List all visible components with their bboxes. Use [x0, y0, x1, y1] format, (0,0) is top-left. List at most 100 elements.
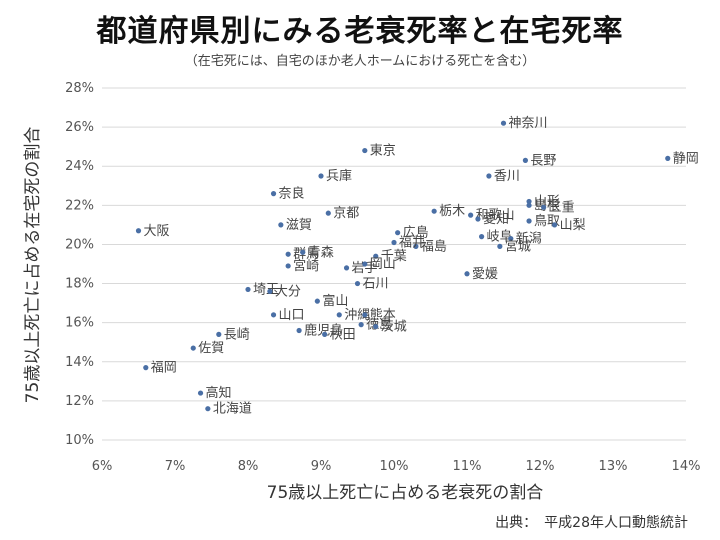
data-point: [278, 222, 284, 228]
point-label: 佐賀: [198, 341, 224, 356]
y-tick-label: 22%: [65, 198, 94, 213]
point-label: 埼玉: [253, 282, 279, 297]
point-label: 北海道: [213, 402, 252, 417]
data-point: [479, 234, 485, 240]
point-label: 栃木: [439, 204, 465, 219]
point-label: 新潟: [516, 231, 542, 247]
y-tick-label: 26%: [65, 120, 94, 135]
y-tick-label: 16%: [65, 316, 94, 331]
data-point: [475, 216, 481, 222]
data-point: [665, 155, 671, 161]
point-label: 福島: [421, 239, 447, 254]
y-tick-label: 12%: [65, 394, 94, 409]
data-point: [190, 345, 196, 351]
point-label: 滋賀: [286, 218, 312, 233]
data-point: [552, 222, 558, 228]
y-tick-label: 24%: [65, 159, 94, 174]
data-point: [395, 230, 401, 236]
point-label: 徳島: [366, 318, 392, 333]
point-label: 東京: [370, 143, 396, 159]
data-point: [526, 218, 532, 224]
point-label: 山口: [279, 308, 305, 323]
y-tick-label: 20%: [65, 237, 94, 252]
point-label: 千葉: [381, 249, 407, 264]
chart-title: 都道府県別にみる老衰死率と在宅死率: [96, 14, 624, 49]
point-label: 香川: [494, 169, 520, 184]
data-point: [497, 243, 503, 249]
data-point: [143, 365, 149, 371]
point-label: 宮崎: [293, 258, 319, 274]
point-label: 高知: [206, 385, 232, 401]
point-label: 福井: [399, 235, 425, 250]
data-point: [373, 323, 379, 330]
data-point: [431, 208, 437, 214]
point-label: 神奈川: [509, 116, 548, 131]
point-label: 岡山: [370, 257, 396, 272]
point-label: 秋田: [330, 327, 356, 342]
point-label: 熊本: [370, 307, 396, 323]
y-axis-label: 75歳以上死亡に占める在宅死の割合: [23, 127, 43, 404]
x-tick-label: 11%: [453, 459, 482, 474]
point-label: 兵庫: [326, 169, 352, 184]
data-point: [245, 286, 251, 293]
source-note: 出典： 平成28年人口動態統計: [495, 515, 688, 531]
data-point: [300, 249, 306, 255]
x-tick-label: 10%: [380, 459, 409, 474]
point-label: 岩手: [352, 261, 378, 276]
point-label: 愛知: [483, 211, 509, 227]
point-label: 富山: [322, 293, 348, 309]
x-tick-label: 8%: [238, 459, 259, 474]
data-point: [522, 157, 529, 163]
data-point: [270, 191, 277, 197]
point-label: 山形: [534, 194, 560, 209]
data-point: [135, 228, 142, 234]
point-label: 福岡: [151, 361, 177, 376]
data-point: [362, 261, 368, 267]
x-tick-label: 13%: [599, 459, 628, 474]
data-point: [267, 288, 273, 294]
point-label: 和歌山: [476, 208, 515, 223]
point-label: 静岡: [673, 151, 699, 166]
point-label: 奈良: [279, 186, 305, 202]
data-point: [362, 312, 368, 318]
point-label: 広島: [403, 226, 429, 241]
data-point: [205, 406, 211, 412]
data-point: [526, 198, 532, 205]
x-tick-label: 6%: [92, 459, 113, 474]
y-tick-label: 18%: [65, 277, 94, 292]
data-point: [391, 239, 397, 246]
data-point: [318, 173, 324, 179]
chart-subtitle: （在宅死には、自宅のほか老人ホームにおける死亡を含む）: [184, 54, 536, 69]
data-point: [373, 253, 379, 259]
point-label: 鹿児島: [304, 322, 343, 338]
data-point: [336, 312, 342, 318]
x-tick-labels: 6% 7% 8% 9% 10% 11% 12% 13% 14%: [92, 459, 701, 474]
data-point: [354, 280, 361, 287]
data-point: [285, 263, 291, 269]
point-label: 茨城: [381, 320, 407, 335]
y-tick-label: 28%: [65, 81, 94, 96]
y-tick-label: 10%: [65, 433, 94, 448]
point-label: 京都: [333, 206, 359, 221]
data-point: [362, 147, 368, 154]
point-label: 大分: [275, 284, 301, 299]
data-point: [526, 202, 532, 208]
point-label: 青森: [308, 245, 334, 260]
x-tick-label: 7%: [165, 459, 186, 474]
data-point: [500, 120, 507, 126]
data-point: [270, 312, 277, 318]
point-label: 石川: [363, 277, 389, 292]
y-tick-label: 14%: [65, 355, 94, 370]
data-point: [464, 271, 470, 277]
data-point: [314, 298, 320, 304]
x-tick-label: 9%: [311, 459, 332, 474]
point-label: 沖縄: [344, 308, 370, 323]
point-label: 三重: [549, 199, 575, 215]
x-tick-label: 14%: [672, 459, 701, 474]
point-label: 島根: [534, 198, 560, 213]
data-point: [343, 265, 350, 271]
data-point: [197, 390, 204, 396]
point-label: 長野: [530, 153, 556, 168]
